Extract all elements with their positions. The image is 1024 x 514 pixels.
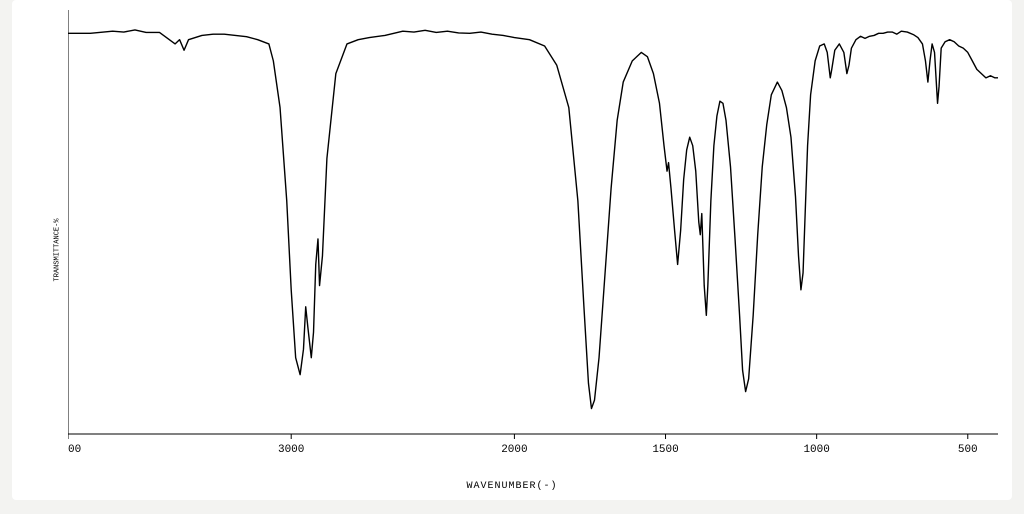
svg-text:3000: 3000 — [278, 444, 304, 456]
ir-spectrum-plot: 05010040003000200015001000500 — [68, 10, 998, 460]
chart-card: TRANSMITTANCE-% 050100400030002000150010… — [12, 0, 1012, 500]
spectrum-svg: 05010040003000200015001000500 — [68, 10, 998, 460]
svg-text:1500: 1500 — [652, 444, 678, 456]
y-axis-label: TRANSMITTANCE-% — [54, 218, 62, 281]
x-axis-label: WAVENUMBER(-) — [12, 481, 1012, 492]
svg-text:2000: 2000 — [501, 444, 527, 456]
svg-text:500: 500 — [958, 444, 978, 456]
svg-text:1000: 1000 — [803, 444, 829, 456]
svg-text:4000: 4000 — [68, 444, 81, 456]
